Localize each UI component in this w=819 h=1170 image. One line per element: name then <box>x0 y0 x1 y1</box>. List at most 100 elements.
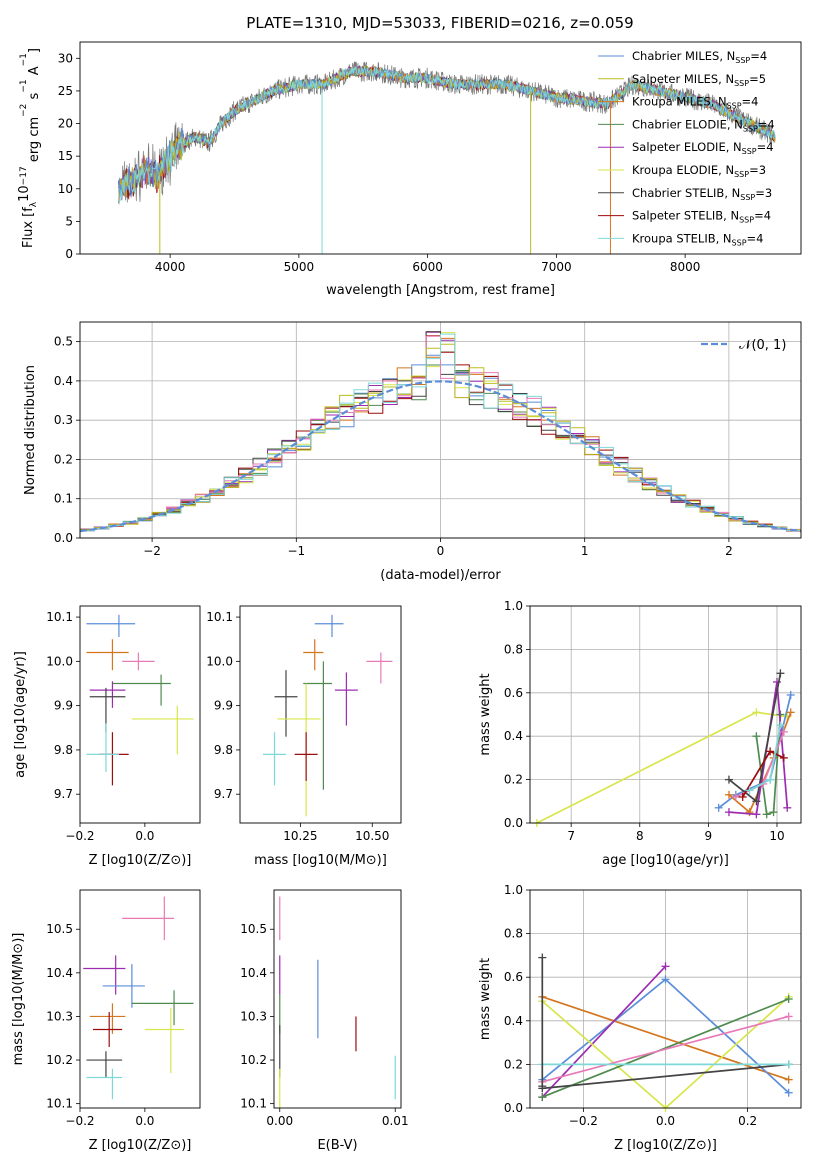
errorbar-point <box>99 732 129 786</box>
legend-label: Salpeter ELODIE, NSSP=4 <box>632 140 774 156</box>
y-tick-label: 9.7 <box>214 787 233 801</box>
histogram-step <box>80 333 801 534</box>
errorbar-point <box>334 672 358 726</box>
errorbar-point <box>86 1068 123 1100</box>
legend-name: Chabrier STELIB, N <box>632 186 740 200</box>
legend-name: Kroupa MILES, N <box>632 95 727 109</box>
legend-n: =4 <box>747 231 764 245</box>
x-tick-label: −0.2 <box>569 1114 598 1128</box>
y-tick-label: 1.0 <box>504 599 523 613</box>
y-tick-label: 10.5 <box>240 922 267 936</box>
spectrum-panel: 4000 5000 6000 7000 8000 0 5 10 15 20 25 30 Flux [fλ… <box>17 41 802 298</box>
x-axis-label: Z [log10(Z/Z⊙)] <box>89 853 192 868</box>
x-tick-label: 7000 <box>541 260 572 274</box>
y-tick-label: 30 <box>58 51 73 65</box>
y-tick-label: 10.1 <box>206 610 233 624</box>
y-tick-label: 0.8 <box>504 927 523 941</box>
axes-frame <box>79 889 201 1109</box>
y-axis-label: mass weight <box>478 673 493 755</box>
y-label-part: −1 <box>19 53 29 66</box>
legend-n: =4 <box>754 209 771 223</box>
legend-n: =3 <box>755 186 772 200</box>
legend-name: Kroupa ELODIE, N <box>632 163 734 177</box>
errorbar-point <box>86 1051 123 1078</box>
y-tick-label: 0.0 <box>504 1101 523 1115</box>
y-label-part: −2 <box>19 104 29 117</box>
x-tick-label: 8 <box>636 829 644 843</box>
axes-frame <box>239 605 402 824</box>
weight_vs_age-panel: 7 8 9 10 0.0 0.2 0.4 0.6 0.8 1.0 age [log10(age/yr… <box>478 599 802 868</box>
errorbar-point <box>277 683 321 817</box>
errorbar-point <box>274 670 298 737</box>
x-tick-label: 0.0 <box>656 1114 675 1128</box>
y-tick-label: 9.9 <box>54 699 73 713</box>
y-tick-label: 0.2 <box>504 773 523 787</box>
y-label-part: 10 <box>17 185 32 202</box>
y-tick-label: 0.1 <box>54 492 73 506</box>
legend-label: Kroupa ELODIE, NSSP=3 <box>632 163 766 179</box>
y-tick-label: 10.0 <box>206 654 233 668</box>
y-label-part: −17 <box>19 166 29 185</box>
errorbar-point <box>89 1003 126 1034</box>
x-tick-label: 10.50 <box>355 829 389 843</box>
y-tick-label: 10.4 <box>240 966 267 980</box>
x-tick-label: 9 <box>705 829 713 843</box>
legend-label: Salpeter STELIB, NSSP=4 <box>632 209 771 225</box>
y-tick-label: 10.5 <box>46 922 73 936</box>
y-tick-label: 10.1 <box>46 610 73 624</box>
y-tick-label: 0.4 <box>504 729 523 743</box>
legend-sub: SSP <box>740 193 755 202</box>
errorbar-point <box>112 674 171 706</box>
residuals-panel: −2 −1 0 1 2 0.0 0.1 0.2 0.3 0.4 0.5 (data-model)/er… <box>23 321 802 583</box>
x-tick-label: −0.2 <box>65 1114 94 1128</box>
legend-n: =4 <box>750 49 767 63</box>
x-tick-label: −0.2 <box>65 829 94 843</box>
y-label-part: −1 <box>19 79 29 92</box>
errorbar-point <box>303 639 324 671</box>
legend-sub: SSP <box>742 147 757 156</box>
weight_vs_z-panel: −0.2 0.0 0.2 0.0 0.2 0.4 0.6 0.8 1.0 Z [log10(Z/Z… <box>478 883 802 1153</box>
legend-label: Salpeter MILES, NSSP=5 <box>632 72 766 88</box>
axes-frame <box>529 605 802 824</box>
y-tick-label: 10.0 <box>46 654 73 668</box>
y-label-part: ] <box>27 48 42 53</box>
x-tick-label: 2 <box>725 544 733 558</box>
y-tick-label: 0.2 <box>54 452 73 466</box>
x-tick-label: 7 <box>567 829 575 843</box>
x-tick-label: 5000 <box>284 260 315 274</box>
y-tick-label: 0 <box>65 247 73 261</box>
y-tick-label: 10.4 <box>46 966 73 980</box>
errorbar-point <box>86 723 119 773</box>
legend-sub: SSP <box>734 170 749 179</box>
x-tick-label: 0.2 <box>738 1114 757 1128</box>
x-axis-label: Z [log10(Z/Z⊙)] <box>614 1138 717 1153</box>
x-axis-label: mass [log10(M/M⊙)] <box>254 853 387 868</box>
y-tick-label: 9.8 <box>214 743 233 757</box>
y-label-part: A <box>27 66 42 79</box>
errorbar-point <box>122 652 155 671</box>
y-tick-label: 25 <box>58 84 73 98</box>
legend-n: =5 <box>749 72 766 86</box>
legend-n: =4 <box>757 140 774 154</box>
y-tick-label: 5 <box>65 214 73 228</box>
legend-label: Chabrier ELODIE, NSSP=4 <box>632 117 775 133</box>
weight-line <box>541 965 667 1098</box>
x-tick-label: 0 <box>437 544 445 558</box>
y-tick-label: 0.0 <box>504 816 523 830</box>
x-axis-label: wavelength [Angstrom, rest frame] <box>326 283 555 298</box>
weight-line <box>536 711 788 824</box>
legend-sub: SSP <box>743 124 758 133</box>
weight-line <box>542 1015 789 1083</box>
x-tick-label: −1 <box>287 544 305 558</box>
axes-frame <box>529 889 802 1109</box>
legend-n: =4 <box>758 117 775 131</box>
y-axis-label: age [log10(age/yr)] <box>13 651 28 778</box>
errorbar-point <box>131 990 194 1026</box>
figure-title: PLATE=1310, MJD=53033, FIBERID=0216, z=0… <box>246 14 633 32</box>
weight-line <box>542 1063 789 1090</box>
y-tick-label: 0.3 <box>54 413 73 427</box>
x-tick-label: 8000 <box>670 260 701 274</box>
y-tick-label: 0.5 <box>54 335 73 349</box>
errorbar-point <box>263 732 286 786</box>
